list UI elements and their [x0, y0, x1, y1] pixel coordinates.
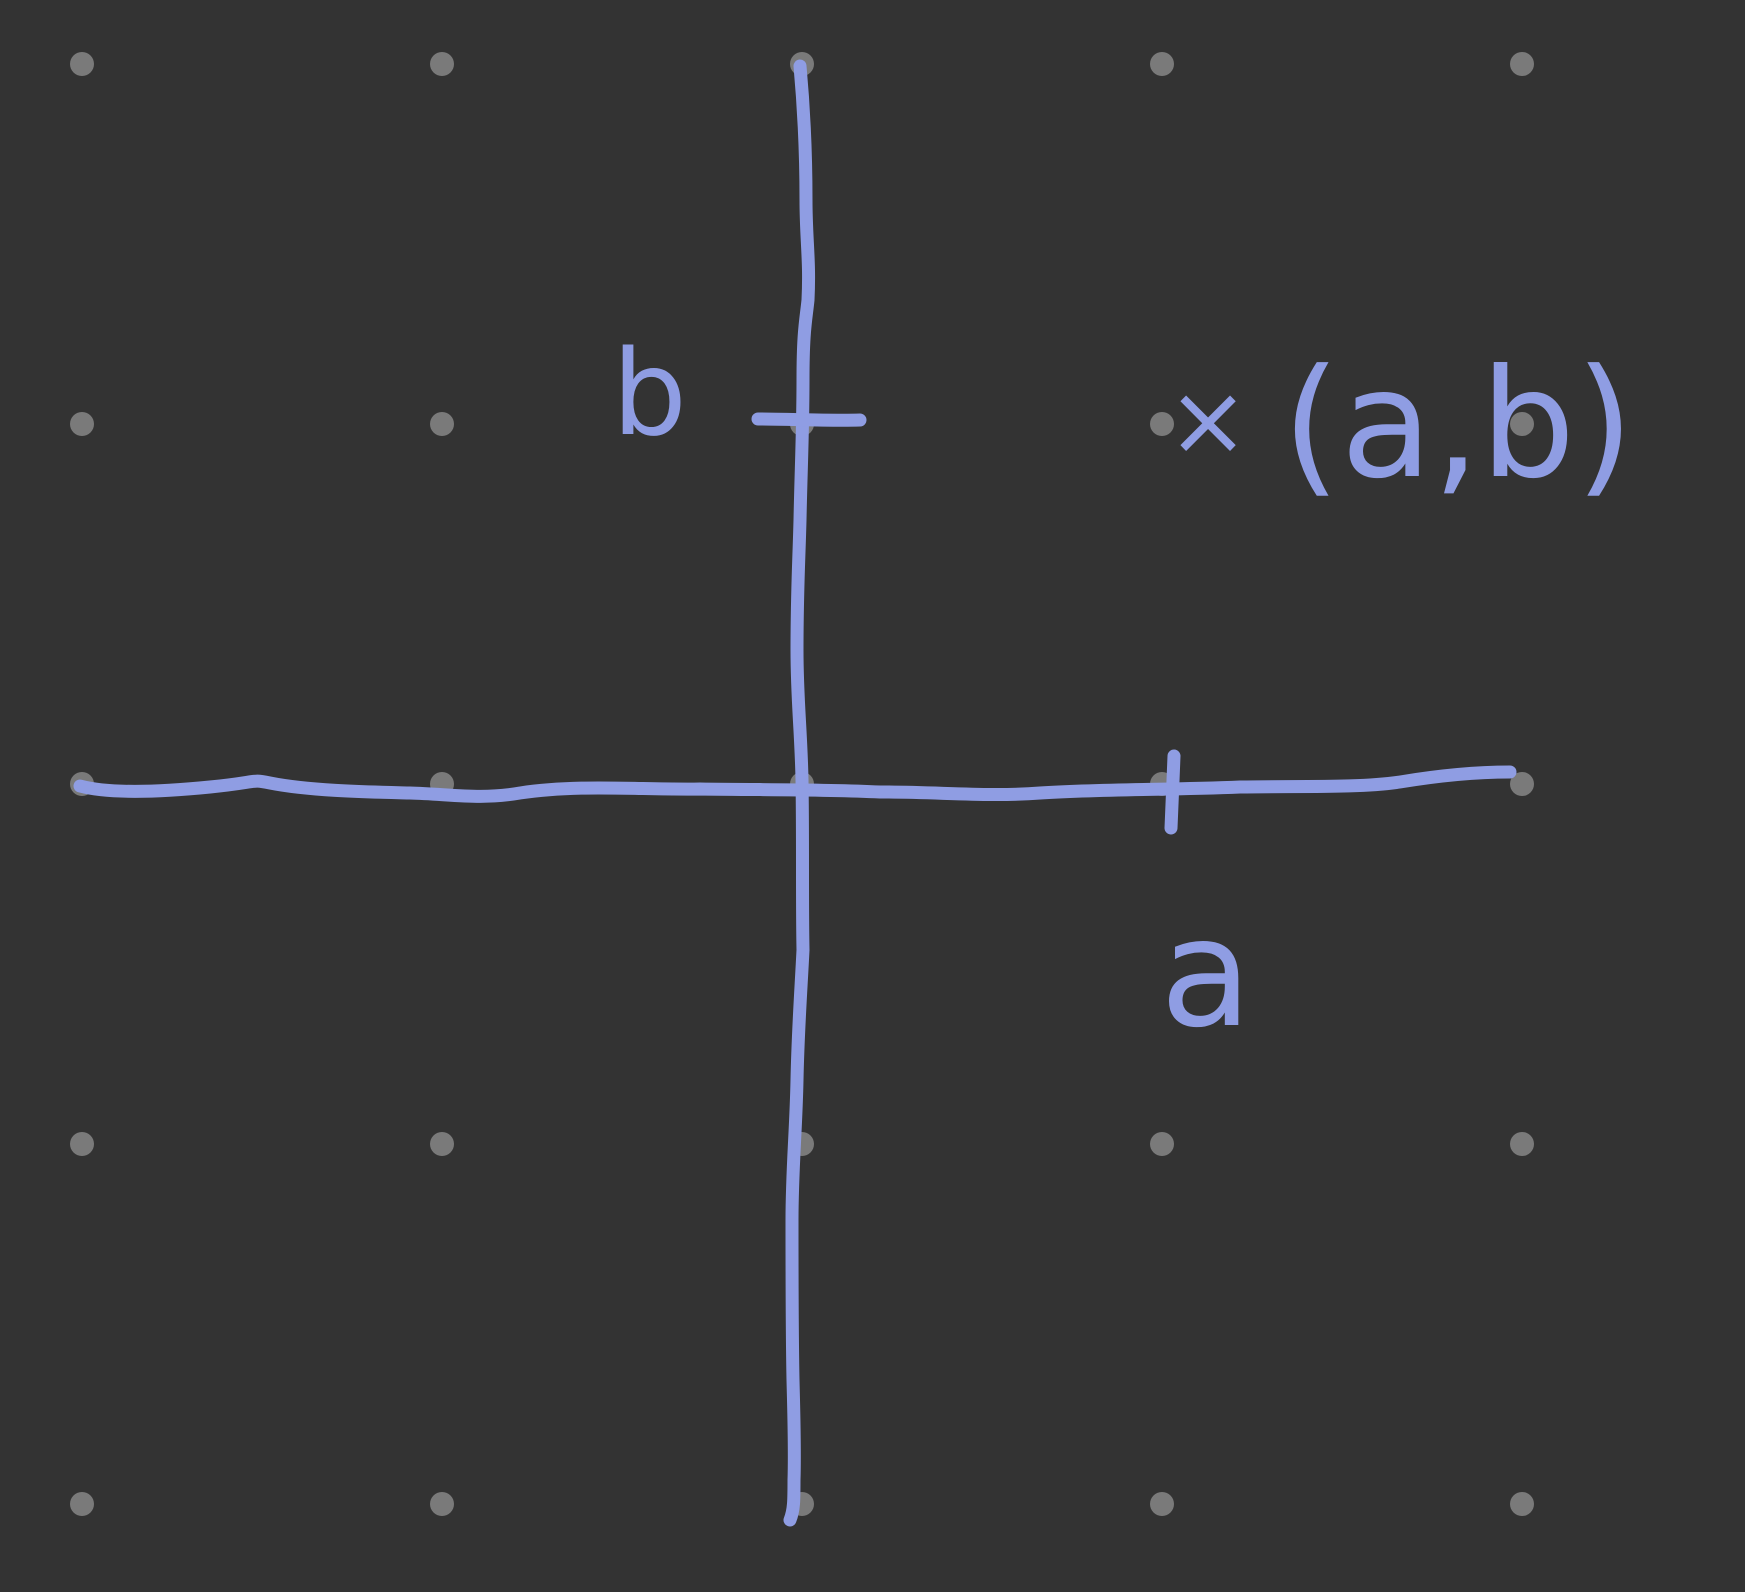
grid-dot	[430, 1132, 454, 1156]
y-axis-stroke	[783, 59, 816, 1527]
grid-dot	[1150, 1492, 1174, 1516]
grid-dot	[430, 412, 454, 436]
grid-dot	[70, 412, 94, 436]
point-coordinate-label: (a,b)	[1282, 338, 1634, 512]
x-axis-stroke	[73, 765, 1517, 803]
y-tick-label: b	[612, 324, 687, 462]
handwritten-diagram	[73, 59, 1517, 1527]
grid-dot	[1510, 1492, 1534, 1516]
grid-dot	[1510, 52, 1534, 76]
x-tick-label: a	[1160, 887, 1252, 1061]
grid-dot	[1150, 52, 1174, 76]
grid-dot	[1510, 772, 1534, 796]
grid-dot	[430, 1492, 454, 1516]
y-tick-stroke	[751, 412, 867, 427]
grid-dot	[70, 1132, 94, 1156]
grid-dot	[1510, 412, 1534, 436]
labels: b a × (a,b)	[612, 324, 1634, 1061]
grid-dot	[70, 52, 94, 76]
grid-dot	[430, 52, 454, 76]
grid-dot	[1150, 1132, 1174, 1156]
grid-dot	[70, 1492, 94, 1516]
grid-dot	[1150, 412, 1174, 436]
x-tick-stroke	[1164, 749, 1181, 835]
grid-dot	[1510, 1132, 1534, 1156]
point-marker: ×	[1167, 364, 1249, 478]
